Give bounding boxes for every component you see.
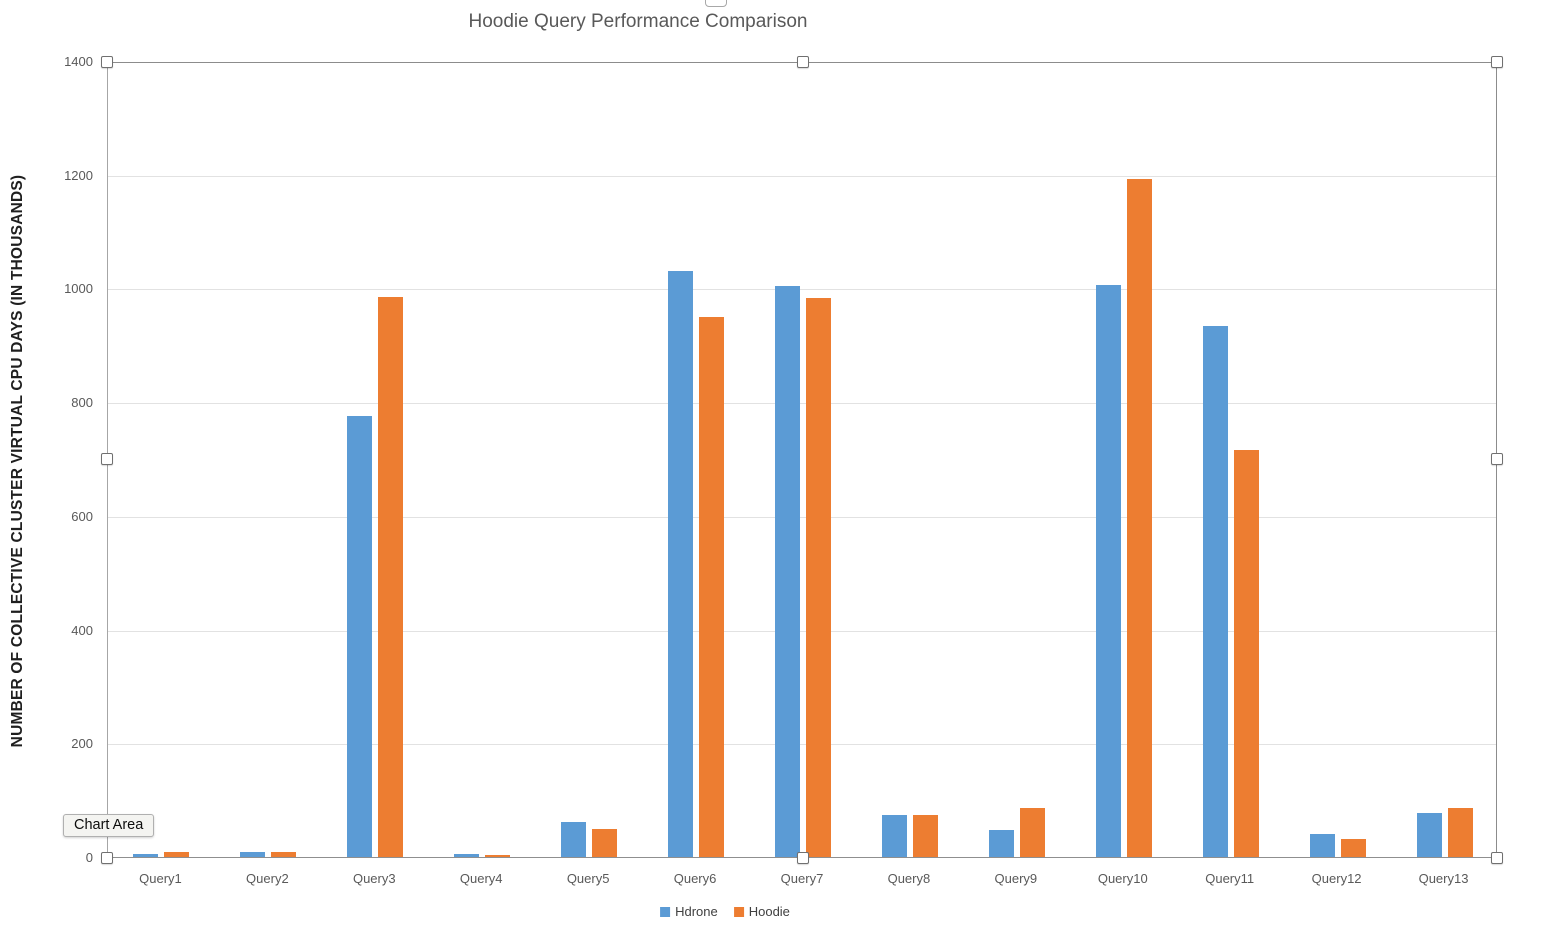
legend-swatch-hdrone	[660, 906, 671, 917]
bar-hoodie-query10[interactable]	[1126, 179, 1152, 857]
x-tick-query2: Query2	[246, 871, 289, 886]
y-tick-0: 0	[85, 850, 93, 865]
x-tick-query13: Query13	[1418, 871, 1469, 886]
x-tick-query10: Query10	[1097, 871, 1148, 886]
bar-hdrone-query6[interactable]	[668, 271, 694, 857]
bar-hoodie-query13[interactable]	[1447, 808, 1473, 857]
bar-hoodie-query12[interactable]	[1340, 839, 1366, 857]
y-tick-1200: 1200	[64, 167, 93, 183]
legend-swatch-hoodie	[733, 906, 744, 917]
x-tick-query9: Query9	[994, 871, 1038, 886]
bar-hdrone-query8[interactable]	[881, 815, 907, 857]
bar-hoodie-query5[interactable]	[592, 829, 618, 857]
x-tick-query8: Query8	[887, 871, 931, 886]
chart-title[interactable]: Hoodie Query Performance Comparison	[468, 11, 808, 32]
bar-hoodie-query6[interactable]	[699, 317, 725, 857]
chart-frame-top-handle[interactable]	[705, 0, 727, 7]
y-tick-800: 800	[71, 395, 93, 411]
chart-area-tooltip: Chart Area	[63, 814, 155, 837]
gridline-1200	[108, 175, 1496, 177]
x-tick-query7: Query7	[780, 871, 824, 886]
x-tick-query6: Query6	[673, 871, 717, 886]
bar-hoodie-query1[interactable]	[164, 852, 190, 857]
bar-hdrone-query5[interactable]	[561, 822, 587, 857]
bar-hdrone-query9[interactable]	[988, 830, 1014, 857]
bar-hoodie-query4[interactable]	[485, 855, 511, 857]
gridline-400	[108, 630, 1496, 632]
x-tick-query12: Query12	[1311, 871, 1362, 886]
selection-handle-top-center[interactable]	[797, 56, 809, 68]
gridline-200	[108, 744, 1496, 746]
selection-handle-mid-left[interactable]	[101, 453, 113, 465]
plot-area[interactable]	[107, 62, 1497, 858]
bar-hdrone-query1[interactable]	[133, 854, 159, 857]
x-tick-query5: Query5	[566, 871, 610, 886]
legend-item-hoodie[interactable]: Hoodie	[733, 904, 790, 919]
x-tick-query4: Query4	[459, 871, 503, 886]
selection-handle-bottom-left[interactable]	[101, 852, 113, 864]
bar-hdrone-query11[interactable]	[1202, 326, 1228, 857]
gridline-600	[108, 516, 1496, 518]
gridline-800	[108, 403, 1496, 405]
bar-hdrone-query3[interactable]	[347, 416, 373, 857]
selection-handle-bottom-center[interactable]	[797, 852, 809, 864]
y-tick-1400: 1400	[64, 54, 93, 69]
bar-hdrone-query7[interactable]	[775, 286, 800, 857]
x-tick-query3: Query3	[352, 871, 396, 886]
x-tick-query11: Query11	[1205, 871, 1255, 886]
selection-handle-bottom-right[interactable]	[1491, 852, 1503, 864]
y-tick-400: 400	[71, 622, 93, 638]
bar-hdrone-query10[interactable]	[1095, 285, 1121, 857]
bar-hdrone-query13[interactable]	[1416, 813, 1442, 857]
legend[interactable]: Hdrone Hoodie	[660, 904, 790, 919]
bar-hoodie-query8[interactable]	[912, 815, 938, 857]
y-tick-600: 600	[71, 508, 93, 524]
bar-hoodie-query11[interactable]	[1233, 450, 1259, 857]
bar-hoodie-query3[interactable]	[378, 297, 404, 857]
selection-handle-mid-right[interactable]	[1491, 453, 1503, 465]
bar-hoodie-query2[interactable]	[271, 852, 297, 857]
legend-item-hdrone[interactable]: Hdrone	[660, 904, 718, 919]
legend-label-hoodie: Hoodie	[748, 904, 790, 919]
selection-handle-top-left[interactable]	[101, 56, 113, 68]
bar-hdrone-query2[interactable]	[240, 852, 266, 857]
bar-hdrone-query12[interactable]	[1309, 834, 1335, 857]
bar-hoodie-query9[interactable]	[1019, 808, 1045, 857]
y-tick-200: 200	[71, 736, 93, 752]
legend-label-hdrone: Hdrone	[675, 904, 718, 919]
x-tick-query1: Query1	[139, 871, 182, 886]
y-axis-title[interactable]: NUMBER OF COLLECTIVE CLUSTER VIRTUAL CPU…	[9, 174, 26, 748]
bar-hdrone-query4[interactable]	[454, 854, 480, 857]
gridline-1000	[108, 289, 1496, 291]
bar-hoodie-query7[interactable]	[806, 298, 831, 857]
y-tick-1000: 1000	[64, 281, 93, 297]
selection-handle-top-right[interactable]	[1491, 56, 1503, 68]
